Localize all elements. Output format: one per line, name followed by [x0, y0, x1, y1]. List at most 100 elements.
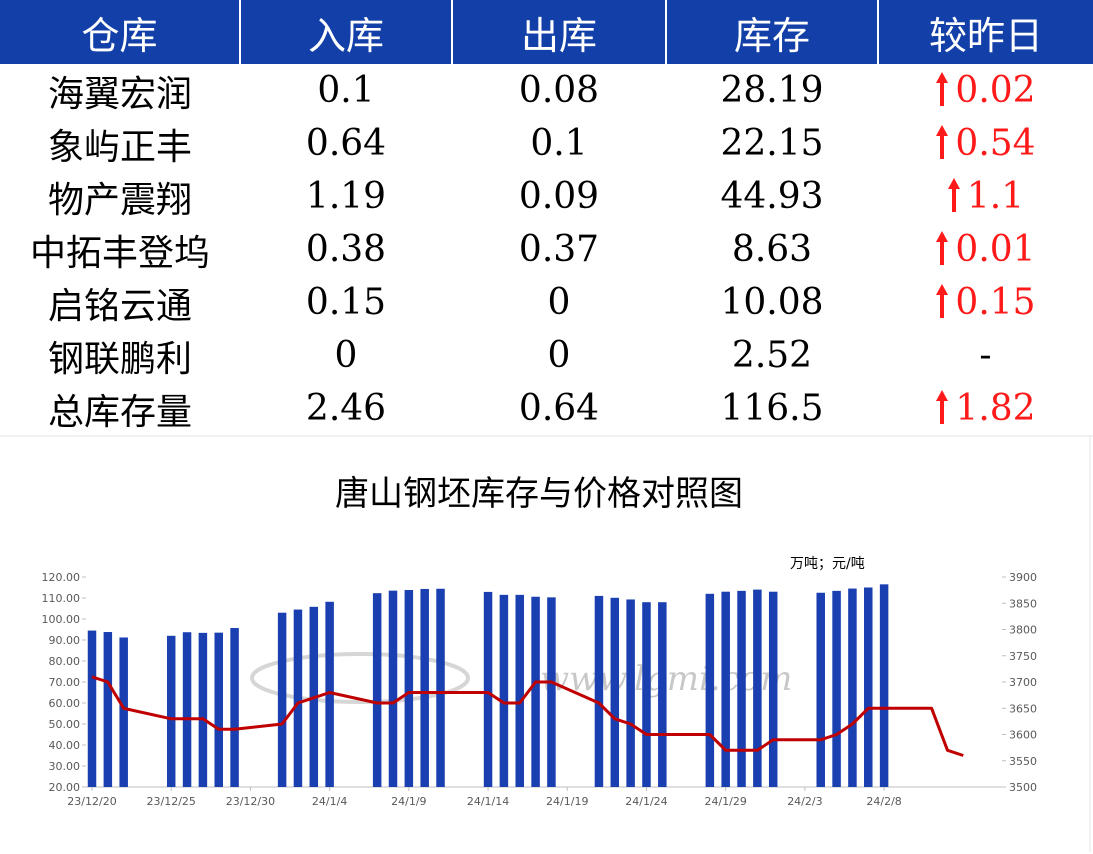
change-value: - — [979, 335, 992, 376]
inventory-bar — [166, 635, 176, 787]
y-left-tick-label: 80.00 — [49, 655, 81, 668]
inventory-bar — [515, 594, 524, 787]
change-value: 0.02 — [955, 70, 1036, 111]
up-arrow-icon — [936, 284, 949, 318]
table-header-row: 仓库 入库 出库 库存 较昨日 — [0, 0, 1093, 64]
warehouse-cell: 象屿正丰 — [47, 126, 192, 168]
table-row: 物产震翔 1.19 0.09 44.93 1.1 — [0, 170, 1093, 223]
y-left-tick-label: 30.00 — [49, 760, 81, 773]
inventory-bar — [436, 588, 445, 787]
warehouse-cell: 物产震翔 — [47, 179, 192, 221]
in-cell: 0.1 — [317, 70, 375, 111]
up-arrow-icon — [936, 231, 949, 265]
stock-cell: 28.19 — [720, 70, 824, 111]
x-tick-label: 24/2/8 — [866, 795, 901, 808]
change-cell: 0.02 — [878, 64, 1093, 117]
inventory-bar — [230, 628, 239, 787]
x-tick-label: 24/1/24 — [625, 795, 667, 808]
change-value: 0.01 — [955, 229, 1036, 270]
inventory-bar — [610, 597, 620, 787]
inventory-bar — [404, 590, 414, 787]
change-cell: 0.54 — [878, 117, 1093, 170]
in-cell: 0.64 — [305, 123, 387, 164]
inventory-bar — [816, 592, 825, 787]
stock-cell: 2.52 — [731, 335, 813, 376]
inventory-bar — [594, 595, 604, 787]
x-tick-label: 24/1/19 — [546, 795, 588, 808]
warehouse-cell: 启铭云通 — [47, 285, 192, 327]
in-cell: 0.15 — [305, 282, 387, 323]
stock-cell: 10.08 — [720, 282, 824, 323]
warehouse-table: 仓库 入库 出库 库存 较昨日 海翼宏润 0.1 0.08 28.19 0.02 象屿正丰… — [0, 0, 1093, 435]
in-cell: 1.19 — [305, 176, 387, 217]
in-cell: 2.46 — [305, 388, 387, 429]
table-row: 象屿正丰 0.64 0.1 22.15 0.54 — [0, 117, 1093, 170]
header-change: 较昨日 — [878, 0, 1093, 64]
inventory-bar — [499, 594, 509, 787]
inventory-bar — [531, 596, 540, 787]
inventory-bar — [547, 597, 556, 787]
x-tick-label: 23/12/30 — [226, 795, 275, 808]
change-cell: - — [878, 329, 1093, 382]
table-row: 总库存量 2.46 0.64 116.5 1.82 — [0, 382, 1093, 435]
inventory-bar — [198, 632, 208, 787]
x-tick-label: 24/1/29 — [704, 795, 746, 808]
x-tick-label: 24/1/4 — [312, 795, 347, 808]
change-cell: 1.82 — [878, 382, 1093, 435]
change-value: 0.15 — [955, 282, 1036, 323]
inventory-bar — [705, 593, 715, 787]
y-right-tick-label: 3650 — [1009, 702, 1037, 715]
x-tick-label: 23/12/20 — [67, 795, 116, 808]
out-cell: 0.37 — [518, 229, 600, 270]
x-tick-label: 23/12/25 — [147, 795, 196, 808]
stock-cell: 22.15 — [720, 123, 824, 164]
out-cell: 0.08 — [518, 70, 600, 111]
inventory-bar — [879, 584, 889, 787]
table-row: 海翼宏润 0.1 0.08 28.19 0.02 — [0, 64, 1093, 117]
change-value: 1.1 — [966, 176, 1025, 217]
x-tick-label: 24/1/9 — [391, 795, 426, 808]
table-body: 海翼宏润 0.1 0.08 28.19 0.02 象屿正丰 0.64 0.1 22.15 0.54… — [0, 64, 1093, 435]
change-cell: 0.15 — [878, 276, 1093, 329]
chart-title: 唐山钢坯库存与价格对照图 — [335, 474, 743, 514]
up-arrow-icon — [936, 125, 949, 159]
out-cell: 0.1 — [530, 123, 588, 164]
out-cell: 0 — [547, 335, 571, 376]
change-value: 1.82 — [955, 388, 1036, 429]
inventory-bar — [642, 602, 651, 787]
inventory-bar — [119, 637, 128, 787]
out-cell: 0 — [547, 282, 571, 323]
x-tick-label: 24/2/3 — [787, 795, 822, 808]
inventory-bar — [293, 609, 303, 787]
inventory-bar — [325, 601, 334, 787]
in-cell: 0 — [334, 335, 358, 376]
warehouse-cell: 海翼宏润 — [47, 73, 192, 115]
table-row: 中拓丰登坞 0.38 0.37 8.63 0.01 — [0, 223, 1093, 276]
inventory-bar — [753, 589, 762, 787]
y-left-tick-label: 110.00 — [42, 592, 81, 605]
y-left-tick-label: 40.00 — [49, 739, 81, 752]
change-cell: 0.01 — [878, 223, 1093, 276]
unit-label: 万吨；元/吨 — [790, 556, 865, 572]
y-right-tick-label: 3900 — [1009, 571, 1037, 584]
y-left-tick-label: 60.00 — [49, 697, 81, 710]
inventory-bar — [420, 588, 429, 787]
header-out: 出库 — [452, 0, 667, 64]
out-cell: 0.09 — [518, 176, 600, 217]
table-row: 启铭云通 0.15 0 10.08 0.15 — [0, 276, 1093, 329]
inventory-bar — [626, 599, 635, 787]
y-right-tick-label: 3600 — [1009, 729, 1037, 742]
stock-cell: 44.93 — [720, 176, 824, 217]
inventory-bar — [768, 591, 778, 787]
header-in: 入库 — [240, 0, 453, 64]
inventory-bar — [103, 632, 113, 787]
warehouse-cell: 钢联鹏利 — [47, 338, 192, 380]
y-left-tick-label: 120.00 — [42, 571, 81, 584]
price-line — [91, 675, 964, 757]
inventory-bar — [483, 591, 493, 787]
stock-cell: 8.63 — [731, 229, 813, 270]
y-right-tick-label: 3700 — [1009, 676, 1037, 689]
y-right-tick-label: 3750 — [1009, 650, 1037, 663]
stock-cell: 116.5 — [720, 388, 824, 429]
